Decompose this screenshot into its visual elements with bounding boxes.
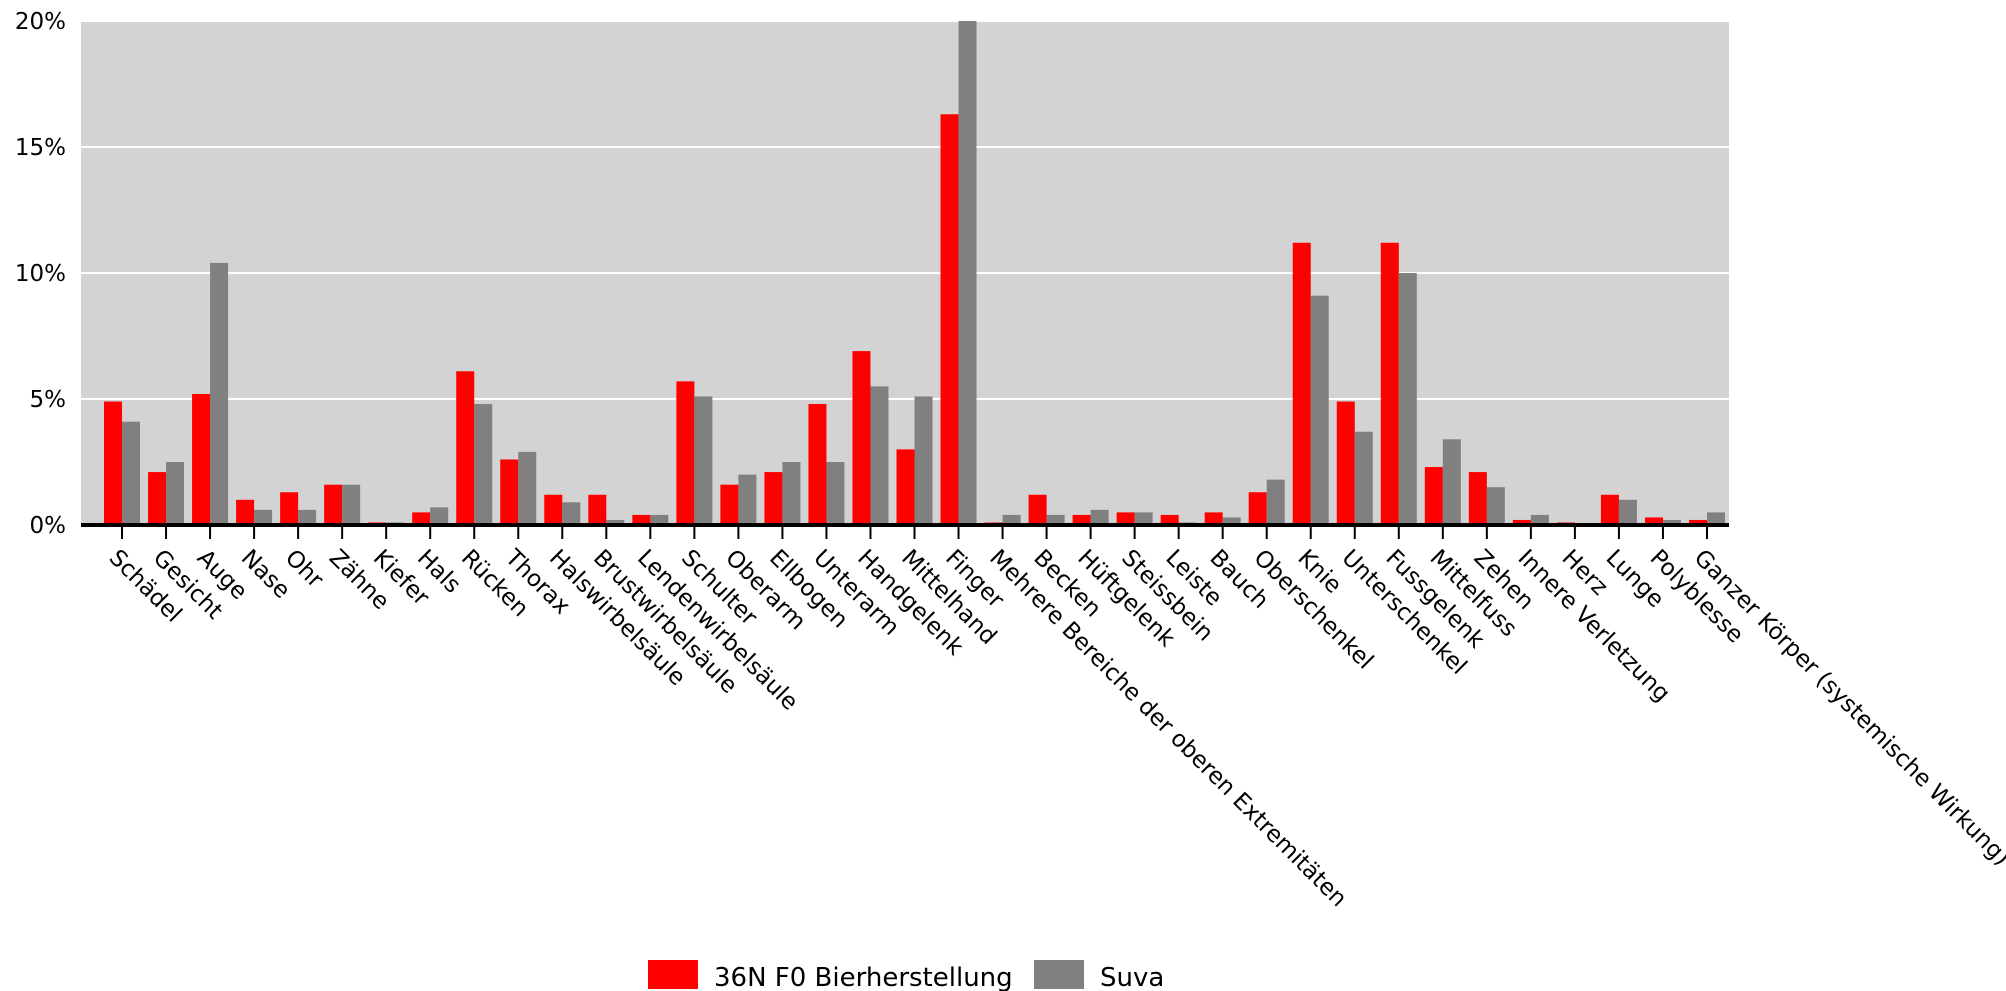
bar-series2 (342, 484, 361, 525)
bar-series1 (588, 494, 607, 525)
bar-series2 (1706, 512, 1725, 525)
bar-series2 (606, 519, 625, 525)
bar-series2 (1354, 431, 1373, 525)
y-axis-ticks: 0% 5% 10% 15% 20% (15, 9, 66, 539)
bar-series2 (1442, 439, 1461, 525)
bar-series1 (500, 459, 519, 525)
bar-series1 (896, 449, 915, 525)
bar-series2 (1002, 514, 1021, 525)
bar-series2 (122, 421, 141, 525)
bar-series1 (1116, 512, 1135, 525)
bar-series2 (1530, 514, 1549, 525)
x-tick-label: Nase (236, 545, 295, 604)
y-tick-label: 10% (15, 261, 66, 287)
legend-swatch (1034, 960, 1084, 989)
bar-series2 (826, 462, 845, 525)
bar-series1 (632, 514, 651, 525)
y-tick-label: 0% (30, 513, 67, 539)
bar-series2 (1090, 509, 1109, 525)
bar-series1 (1644, 517, 1663, 525)
bar-series1 (808, 404, 827, 525)
bar-series1 (192, 393, 211, 525)
y-tick-label: 15% (15, 135, 66, 161)
bar-series2 (870, 386, 889, 525)
bar-series1 (1424, 467, 1443, 525)
bar-series2 (782, 462, 801, 525)
bar-series2 (518, 451, 537, 525)
bar-series1 (1072, 514, 1091, 525)
bar-series1 (236, 499, 255, 525)
bar-series2 (958, 21, 977, 525)
bars (104, 21, 1725, 526)
bar-series1 (324, 484, 343, 525)
bar-series1 (456, 371, 475, 525)
bar-series2 (298, 509, 317, 525)
bar-series1 (412, 512, 431, 525)
bar-series2 (430, 507, 449, 525)
bar-series1 (764, 472, 783, 525)
x-tick-label: Ganzer Körper (systemische Wirkung) (1689, 545, 2006, 871)
bar-series1 (720, 484, 739, 525)
y-tick-label: 20% (15, 9, 66, 35)
bar-series1 (1248, 492, 1267, 525)
bar-series2 (694, 396, 713, 525)
bar-series1 (676, 381, 695, 525)
bar-series1 (148, 472, 167, 525)
bar-series2 (914, 396, 933, 525)
bar-series2 (1662, 519, 1681, 525)
bar-series2 (1618, 499, 1637, 525)
bar-series1 (1468, 472, 1487, 525)
bar-series2 (1398, 273, 1417, 525)
bar-series1 (1336, 401, 1355, 525)
legend-label: Suva (1100, 963, 1164, 991)
bar-series1 (1160, 514, 1179, 525)
bar-series1 (1512, 519, 1531, 525)
bar-series2 (474, 404, 493, 525)
legend-label: 36N F0 Bierherstellung (714, 963, 1013, 991)
gridlines (81, 20, 1729, 400)
bar-series1 (544, 494, 563, 525)
legend: 36N F0 Bierherstellung Suva (648, 960, 1164, 991)
bar-series1 (280, 492, 299, 525)
bar-series1 (1292, 242, 1311, 525)
bar-series1 (940, 114, 959, 526)
bar-series2 (562, 502, 581, 525)
bar-series1 (1028, 494, 1047, 525)
legend-swatch (648, 960, 698, 989)
bar-series2 (210, 262, 229, 525)
bar-series1 (1204, 512, 1223, 525)
bar-series2 (1046, 514, 1065, 525)
x-axis-ticks: SchädelGesichtAugeNaseOhrZähneKieferHals… (104, 525, 2006, 912)
bar-series2 (166, 462, 185, 525)
bar-series2 (1134, 512, 1153, 525)
bar-series2 (738, 474, 757, 525)
bar-series2 (1222, 517, 1241, 525)
bar-series1 (104, 401, 123, 525)
bar-series2 (1486, 487, 1505, 525)
bar-series2 (650, 514, 669, 525)
y-tick-label: 5% (30, 387, 67, 413)
bar-series2 (1310, 295, 1329, 525)
bar-series2 (254, 509, 273, 525)
bar-series1 (1600, 494, 1619, 525)
bar-series1 (1380, 242, 1399, 525)
bar-series2 (1266, 479, 1285, 525)
bar-series1 (1688, 519, 1707, 525)
bar-series1 (852, 351, 871, 525)
